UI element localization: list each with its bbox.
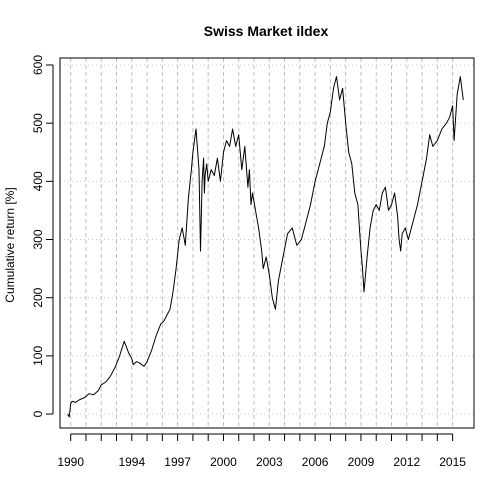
x-tick-label: 2009 bbox=[348, 455, 375, 469]
x-tick-label: 1990 bbox=[57, 455, 84, 469]
y-axis-label: Cumulative return [%] bbox=[3, 187, 17, 302]
series-group bbox=[67, 76, 464, 418]
series-line-0 bbox=[67, 76, 464, 418]
chart-title: Swiss Market ildex bbox=[204, 23, 329, 39]
x-tick-label: 2006 bbox=[302, 455, 329, 469]
horizontal-gridlines bbox=[60, 64, 474, 415]
x-tick-label: 2012 bbox=[393, 455, 420, 469]
x-tick-label: 2003 bbox=[256, 455, 283, 469]
x-tick-label: 2000 bbox=[210, 455, 237, 469]
y-tick-label: 500 bbox=[31, 113, 45, 133]
y-tick-label: 0 bbox=[31, 410, 45, 417]
y-tick-label: 100 bbox=[31, 346, 45, 366]
y-tick-label: 400 bbox=[31, 171, 45, 191]
x-tick-label: 1997 bbox=[164, 455, 191, 469]
y-axis: 0 100 200 300 400 500 600 bbox=[31, 55, 54, 417]
y-tick-label: 200 bbox=[31, 287, 45, 307]
x-tick-label: 1994 bbox=[118, 455, 145, 469]
x-axis: 1990 1994 1997 2000 2003 2006 2009 2012 2015 bbox=[57, 433, 466, 469]
y-tick-label: 600 bbox=[31, 55, 45, 75]
y-tick-label: 300 bbox=[31, 229, 45, 249]
vertical-gridlines bbox=[70, 58, 454, 428]
plot-frame bbox=[59, 57, 475, 429]
x-tick-label: 2015 bbox=[439, 455, 466, 469]
